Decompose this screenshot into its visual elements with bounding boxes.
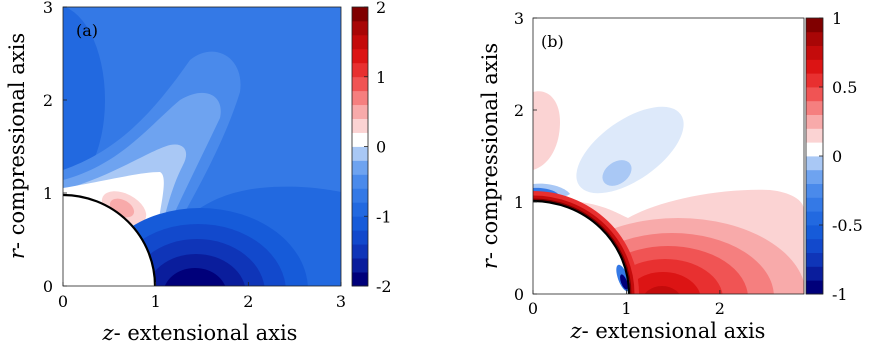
panel-a-colorbar-level [352,202,368,217]
panel-a-x-tick-label: 0 [58,292,68,311]
panel-b-positive-level-7 [644,286,680,294]
panel-a-particle-boundary [63,193,157,286]
panel-b-frame [532,17,805,295]
panel-a-colorbar-tick-label: -2 [376,277,392,296]
panel-b-colorbar-level [806,114,823,129]
panel-a-y-tick-label: 2 [43,91,53,110]
panel-b-y-tick-label: 0 [514,285,524,304]
panel-b-y-tick-label: 1 [514,193,524,212]
panel-a-y-tick-label: 1 [43,184,53,203]
panel-a-colorbar-tick-label: 2 [376,0,386,17]
panel-b-particle [533,201,629,294]
panel-b-colorbar-tick-label: 0 [832,147,842,166]
panel-a-colorbar-level [352,34,368,50]
panel-a-colorbar-level [352,118,368,133]
panel-b-y-tick-label: 2 [514,101,524,120]
panel-a-colorbar-level [352,20,368,36]
panel-b-colorbar-level [806,156,823,171]
panel-a-label: (a) [76,21,98,40]
panel-b-colorbar-tick-label: -1 [832,285,848,304]
panel-b-particle-boundary [533,199,631,294]
panel-a-colorbar-tick-label: -1 [376,207,392,226]
panel-a-x-axis-label: z- extensional axis [102,321,298,345]
panel-a-colorbar-level [352,174,368,189]
panel-b: 0 1 2 0 1 2 3 (b) z- extensional axis r- compr… [478,9,863,343]
panel-b-x-axis-label: z- extensional axis [570,319,766,343]
panel-a-y-tick-label: 0 [43,277,53,296]
panel-a-colorbar-level [352,76,368,92]
panel-a-colorbar-level [352,48,368,64]
panel-a-colorbar-level [352,188,368,203]
panel-a-colorbar-level [352,62,368,78]
panel-a-colorbar-level [352,244,368,259]
panel-a-particle [63,195,155,286]
panel-a-frame [62,6,342,287]
panel-b-tip-negative-inner [620,274,628,290]
panel-b-colorbar-level [806,87,823,102]
panel-b-y-axis-label: r- compressional axis [478,43,502,269]
panel-b-y-tick-label: 3 [514,9,524,28]
panel-b-colorbar: 1 0.5 0 -0.5 -1 [805,9,863,304]
panel-b-colorbar-level [806,197,823,212]
panel-a-colorbar-level [352,160,368,175]
panel-b-colorbar-level [806,183,823,198]
panel-b-upper-left-positive-lobe [533,91,560,170]
panel-b-field [533,18,804,294]
panel-a-y-tick-label: 3 [43,0,53,17]
panel-a-ticks: 0 1 2 3 0 1 2 3 [43,0,346,311]
panel-b-colorbar-level [806,18,823,33]
panel-b-colorbar-level [806,266,823,281]
panel-b-colorbar-level [806,100,823,115]
panel-a-y-axis-label: r- compressional axis [5,33,29,259]
panel-a: 0 1 2 3 0 1 2 3 (a) z- extensional axis r- comp… [5,0,392,345]
panel-b-x-tick-label: 1 [621,299,631,318]
panel-b-x-tick-label: 0 [528,299,538,318]
panel-b-x-tick-label: 2 [715,299,725,318]
panel-a-x-tick-label: 1 [151,292,161,311]
panel-b-colorbar-tick-label: 1 [832,9,842,28]
panel-b-colorbar-tick-label: 0.5 [832,78,857,97]
panel-a-colorbar-level [352,132,368,147]
panel-b-central-negative-lobe [576,106,684,194]
panel-b-colorbar-level [806,169,823,184]
panel-b-colorbar-level [806,45,823,60]
panel-b-label: (b) [541,32,564,51]
panel-a-min-level-6 [164,268,226,286]
panel-a-colorbar: 2 1 0 -1 -2 [351,0,392,296]
panel-a-colorbar-level [352,216,368,231]
panel-b-colorbar-level [806,225,823,240]
panel-b-colorbar-level [806,252,823,267]
panel-b-colorbar-level [806,128,823,143]
panel-a-field [63,7,341,286]
panel-a-colorbar-tick-label: 1 [376,68,386,87]
panel-a-colorbar-level [352,272,368,287]
panel-a-colorbar-level [352,104,368,119]
panel-b-colorbar-level [806,59,823,74]
panel-a-x-tick-label: 3 [336,292,346,311]
panel-b-colorbar-level [806,73,823,88]
panel-a-colorbar-level [352,258,368,273]
panel-b-colorbar-level [806,142,823,157]
panel-b-central-negative-core [602,160,632,186]
panel-b-colorbar-level [806,31,823,46]
panel-a-upper-left-lobe [63,7,105,194]
panel-a-colorbar-level [352,90,368,106]
panel-b-colorbar-level [806,211,823,226]
panel-b-colorbar-level [806,238,823,253]
panel-a-colorbar-tick-label: 0 [376,138,386,157]
panel-a-colorbar-level [352,146,368,161]
panel-b-colorbar-level [806,280,823,295]
panel-b-ticks: 0 1 2 0 1 2 3 [514,9,725,318]
panel-b-positive-level-6 [625,272,701,294]
panel-a-x-tick-label: 2 [243,292,253,311]
panel-b-colorbar-tick-label: -0.5 [832,216,863,235]
panel-a-colorbar-level [352,230,368,245]
panel-a-colorbar-level [352,7,368,22]
